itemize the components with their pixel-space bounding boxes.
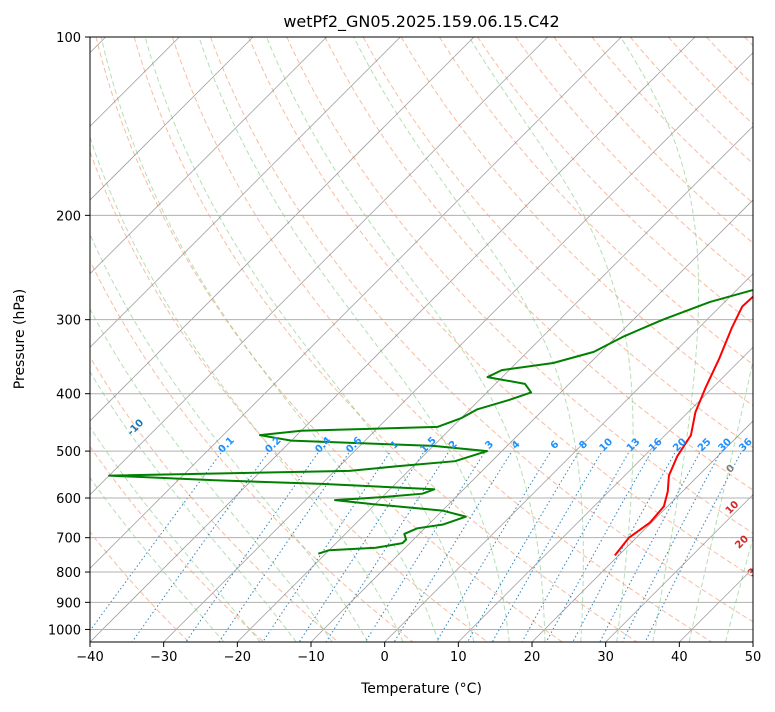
x-tick-label: 20	[524, 650, 541, 665]
y-tick-label: 100	[56, 31, 81, 46]
x-tick-label: −30	[150, 650, 177, 665]
chart-title: wetPf2_GN05.2025.159.06.15.C42	[283, 12, 559, 32]
y-tick-label: 700	[56, 532, 81, 547]
x-tick-label: −20	[224, 650, 251, 665]
y-tick-label: 500	[56, 445, 81, 460]
x-tick-label: −40	[76, 650, 103, 665]
y-axis-label: Pressure (hPa)	[12, 289, 28, 389]
x-tick-label: −10	[297, 650, 324, 665]
y-tick-label: 600	[56, 492, 81, 507]
x-tick-label: 50	[745, 650, 762, 665]
y-tick-label: 300	[56, 314, 81, 329]
x-axis-label: Temperature (°C)	[360, 681, 482, 697]
y-tick-label: 900	[56, 596, 81, 611]
y-tick-label: 800	[56, 566, 81, 581]
y-tick-label: 1000	[48, 623, 81, 638]
x-tick-label: 30	[597, 650, 614, 665]
x-tick-label: 0	[381, 650, 389, 665]
x-tick-label: 10	[450, 650, 467, 665]
y-tick-label: 400	[56, 388, 81, 403]
y-tick-label: 200	[56, 209, 81, 224]
x-tick-label: 40	[671, 650, 688, 665]
